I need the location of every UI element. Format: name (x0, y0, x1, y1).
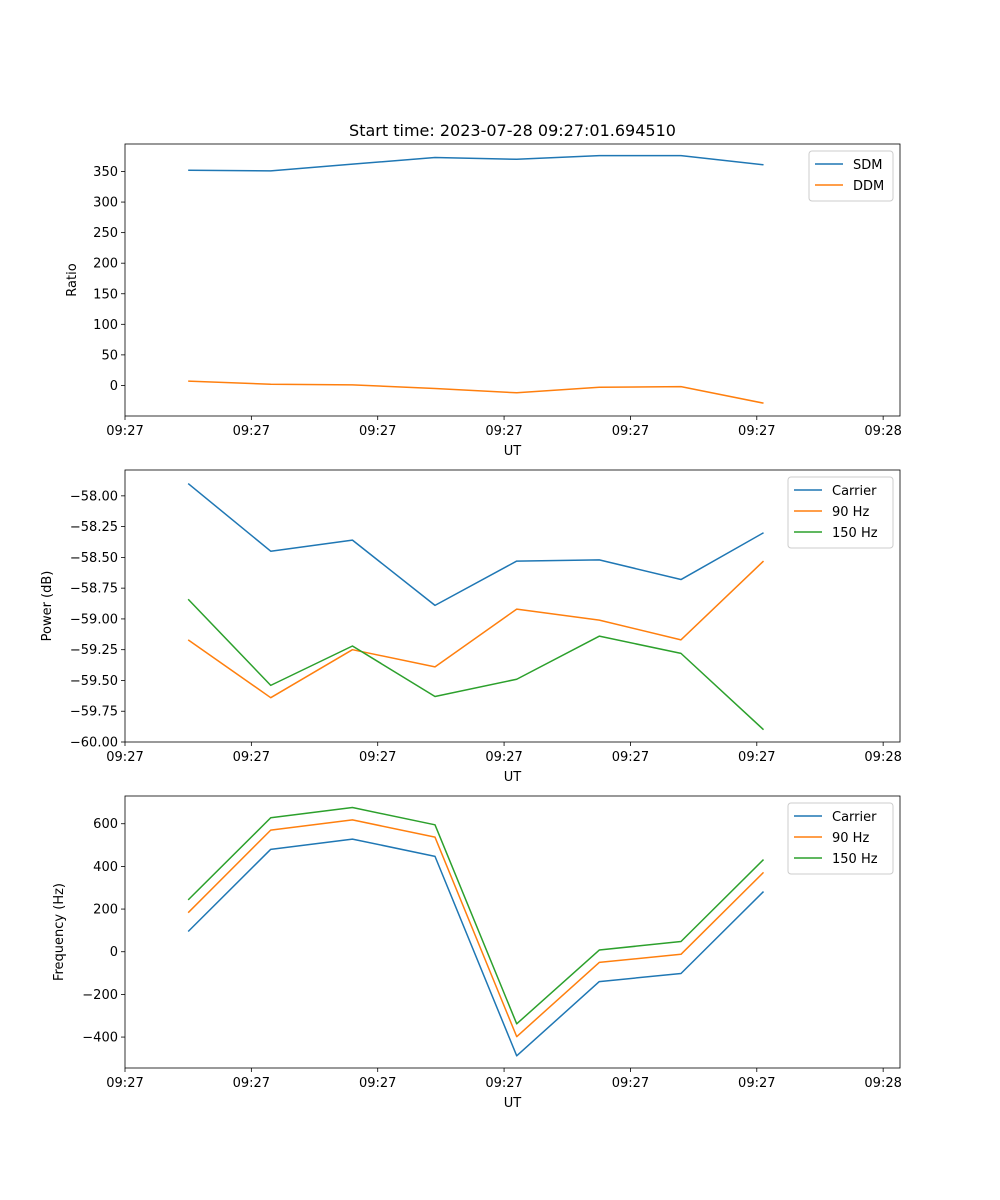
plot-frame (124, 143, 901, 417)
legend-label: 150 Hz (832, 852, 878, 867)
plot-frame (124, 795, 901, 1069)
legend: Carrier 90 Hz 150 Hz (787, 476, 894, 549)
y-axis-label: Frequency (Hz) (52, 883, 67, 981)
x-tick-label: 09:27 (106, 424, 143, 439)
chart-2: 09:27 09:27 09:27 09:27 09:27 09:27 09:28 −60.0… (40, 469, 902, 785)
series-line-90-hz (187, 819, 765, 1038)
x-tick-label: 09:27 (612, 1076, 649, 1091)
series-line-carrier (187, 482, 764, 607)
y-axis-label: Power (dB) (40, 571, 55, 642)
y-tick-label: 200 (93, 903, 118, 918)
series-line-150-hz (187, 806, 765, 1025)
legend-label: DDM (853, 179, 884, 194)
legend-label: 90 Hz (832, 831, 869, 846)
x-axis-label: UT (504, 444, 522, 459)
y-tick-label: −59.75 (70, 705, 118, 720)
y-tick-label: 0 (110, 379, 118, 394)
y-tick-label: −60.00 (70, 736, 118, 751)
x-tick-label: 09:27 (233, 750, 270, 765)
series-line-ddm (188, 380, 764, 404)
legend: Carrier 90 Hz 150 Hz (787, 802, 894, 875)
legend-label: 90 Hz (832, 505, 869, 520)
y-tick-label: −59.25 (70, 643, 118, 658)
chart-1: 09:27 09:27 09:27 09:27 09:27 09:27 09:28 0 50 10… (65, 121, 902, 459)
y-tick-label: 50 (101, 348, 118, 363)
y-tick-label: −59.50 (70, 674, 118, 689)
series-line-150-hz (187, 598, 765, 731)
legend-label: Carrier (832, 484, 877, 499)
series-line-90-hz (187, 560, 765, 699)
y-tick-label: 0 (110, 945, 118, 960)
x-tick-label: 09:27 (612, 750, 649, 765)
x-tick-label: 09:27 (485, 1076, 522, 1091)
y-tick-label: −58.25 (70, 520, 118, 535)
x-tick-label: 09:28 (864, 424, 901, 439)
legend-label: 150 Hz (832, 526, 878, 541)
y-tick-label: −59.00 (70, 612, 118, 627)
y-axis-label: Ratio (65, 263, 80, 296)
legend-box (787, 802, 894, 875)
legend: SDM DDM (808, 150, 894, 202)
y-tick-label: 250 (93, 226, 118, 241)
x-tick-label: 09:27 (485, 750, 522, 765)
x-tick-label: 09:27 (233, 1076, 270, 1091)
y-tick-label: 200 (93, 257, 118, 272)
y-tick-label: 350 (93, 165, 118, 180)
y-tick-label: 150 (93, 287, 118, 302)
x-tick-label: 09:27 (738, 424, 775, 439)
y-tick-label: 400 (93, 860, 118, 875)
x-tick-label: 09:28 (864, 750, 901, 765)
y-tick-label: −58.75 (70, 582, 118, 597)
y-tick-label: −58.00 (70, 489, 118, 504)
x-tick-label: 09:27 (738, 750, 775, 765)
x-tick-label: 09:27 (359, 1076, 396, 1091)
legend-label: Carrier (832, 810, 877, 825)
x-tick-label: 09:27 (485, 424, 522, 439)
x-axis-label: UT (504, 1096, 522, 1111)
plot-frame (124, 469, 901, 743)
chart-title: Start time: 2023-07-28 09:27:01.694510 (349, 121, 676, 140)
x-tick-label: 09:27 (106, 1076, 143, 1091)
legend-label: SDM (853, 158, 882, 173)
x-tick-label: 09:27 (738, 1076, 775, 1091)
x-tick-label: 09:28 (864, 1076, 901, 1091)
x-tick-label: 09:27 (612, 424, 649, 439)
y-tick-label: −58.50 (70, 551, 118, 566)
y-tick-label: 100 (93, 318, 118, 333)
y-tick-label: 300 (93, 196, 118, 211)
y-tick-label: −400 (82, 1031, 118, 1046)
x-tick-label: 09:27 (359, 424, 396, 439)
x-axis-label: UT (504, 770, 522, 785)
y-tick-label: 600 (93, 817, 118, 832)
chart-3: 09:27 09:27 09:27 09:27 09:27 09:27 09:28 −400 −… (52, 795, 902, 1111)
y-tick-label: −200 (82, 988, 118, 1003)
x-tick-label: 09:27 (106, 750, 143, 765)
x-tick-label: 09:27 (233, 424, 270, 439)
legend-box (787, 476, 894, 549)
x-tick-label: 09:27 (359, 750, 396, 765)
series-line-sdm (188, 154, 764, 172)
series-line-carrier (187, 838, 765, 1057)
